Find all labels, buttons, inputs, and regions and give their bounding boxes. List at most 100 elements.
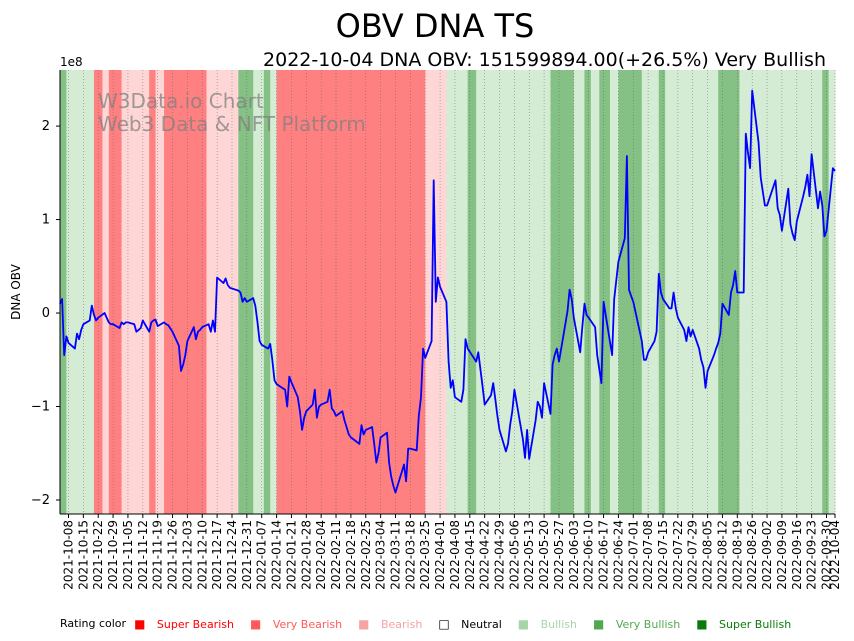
legend-item-very-bearish: ■ Very Bearish — [249, 617, 343, 631]
legend-item-neutral: □ Neutral — [438, 617, 502, 631]
rating-band — [60, 70, 67, 514]
legend-item-bearish: ■ Bearish — [358, 617, 423, 631]
x-tick-label: 2022-05-20 — [537, 520, 551, 590]
x-tick-label: 2022-02-18 — [344, 520, 358, 590]
x-tick-label: 2021-12-24 — [225, 520, 239, 590]
x-tick-label: 2021-12-03 — [180, 520, 194, 590]
rating-band — [476, 70, 551, 514]
rating-band — [270, 70, 278, 514]
y-tick-label: 2 — [42, 119, 50, 134]
x-tick-label: 2022-07-22 — [671, 520, 685, 590]
legend-swatch-icon: □ — [438, 617, 450, 631]
y-multiplier: 1e8 — [60, 55, 83, 69]
x-tick-label: 2022-07-15 — [656, 520, 670, 590]
x-tick-label: 2022-07-29 — [686, 520, 700, 590]
x-tick-label: 2022-09-23 — [805, 520, 819, 590]
y-tick-label: 1 — [42, 213, 50, 228]
x-tick-label: 2022-05-06 — [507, 520, 521, 590]
x-tick-label: 2021-10-29 — [106, 520, 120, 590]
x-tick-label: 2021-10-22 — [91, 520, 105, 590]
watermark-line-2: Web3 Data & NFT Platform — [98, 112, 366, 136]
rating-band — [238, 70, 254, 514]
y-tick-label: −2 — [31, 493, 50, 508]
legend-title: Rating color — [60, 617, 127, 630]
rating-band — [584, 70, 592, 514]
x-tick-label: 2021-12-17 — [210, 520, 224, 590]
legend-swatch-icon: ■ — [358, 617, 370, 631]
rating-band — [121, 70, 150, 514]
x-tick-label: 2021-11-26 — [166, 520, 180, 590]
x-tick-label: 2022-03-11 — [388, 520, 402, 590]
x-tick-label: 2022-03-25 — [418, 520, 432, 590]
x-tick-label: 2021-11-12 — [136, 520, 150, 590]
x-tick-label: 2022-03-18 — [403, 520, 417, 590]
x-tick-label: 2022-01-28 — [299, 520, 313, 590]
x-tick-label: 2022-09-30 — [820, 520, 834, 590]
rating-band — [550, 70, 575, 514]
x-tick-label: 2022-06-17 — [597, 520, 611, 590]
x-tick-label: 2022-03-04 — [374, 520, 388, 590]
rating-band — [573, 70, 585, 514]
rating-band — [66, 70, 95, 514]
x-tick-label: 2022-06-10 — [582, 520, 596, 590]
legend-swatch-icon: ■ — [134, 617, 146, 631]
x-tick-label: 2022-08-05 — [701, 520, 715, 590]
legend-swatch-icon: ■ — [593, 617, 605, 631]
legend-item-bullish: ■ Bullish — [517, 617, 577, 631]
legend-swatch-icon: ■ — [249, 617, 262, 631]
y-tick-label: −1 — [31, 400, 50, 415]
x-tick-label: 2022-08-12 — [715, 520, 729, 590]
x-tick-label: 2022-06-24 — [611, 520, 625, 590]
legend-item-super-bullish: ■ Super Bullish — [696, 617, 792, 631]
rating-band — [718, 70, 740, 514]
x-tick-label: 2022-02-04 — [314, 520, 328, 590]
rating-band — [108, 70, 123, 514]
x-tick-label: 2022-07-08 — [641, 520, 655, 590]
rating-band — [641, 70, 660, 514]
x-tick-label: 2022-04-08 — [448, 520, 462, 590]
x-tick-label: 2022-04-22 — [478, 520, 492, 590]
rating-band — [206, 70, 239, 514]
x-tick-label: 2022-04-29 — [493, 520, 507, 590]
x-tick-label: 2021-12-10 — [195, 520, 209, 590]
rating-band — [253, 70, 265, 514]
rating-band — [590, 70, 600, 514]
x-tick-label: 2022-07-01 — [626, 520, 640, 590]
x-tick-label: 2022-02-11 — [329, 520, 343, 590]
obv-line — [59, 89, 836, 494]
rating-band — [822, 70, 830, 514]
x-tick-label: 2022-06-03 — [567, 520, 581, 590]
rating-band — [658, 70, 666, 514]
rating-band — [446, 70, 469, 514]
y-tick-label: 0 — [42, 306, 50, 321]
x-tick-label: 2022-09-09 — [775, 520, 789, 590]
chart-subtitle: 2022-10-04 DNA OBV: 151599894.00(+26.5%)… — [263, 49, 826, 71]
x-tick-label: 2022-02-25 — [359, 520, 373, 590]
rating-band — [828, 70, 836, 514]
rating-band — [739, 70, 823, 514]
x-tick-label: 2022-05-13 — [522, 520, 536, 590]
rating-legend: Rating color ■ Super Bearish ■ Very Bear… — [60, 617, 807, 631]
x-tick-label: 2022-08-26 — [745, 520, 759, 590]
legend-swatch-icon: ■ — [517, 617, 530, 631]
x-tick-label: 2022-09-02 — [760, 520, 774, 590]
legend-item-super-bearish: ■ Super Bearish — [134, 617, 234, 631]
chart-title: OBV DNA TS — [336, 7, 535, 45]
x-tick-label: 2021-12-31 — [240, 520, 254, 590]
rating-band — [155, 70, 165, 514]
rating-band — [599, 70, 611, 514]
x-tick-label: 2022-01-14 — [270, 520, 284, 590]
rating-band — [263, 70, 271, 514]
rating-band — [467, 70, 477, 514]
x-tick-label: 2022-01-07 — [255, 520, 269, 590]
x-tick-label: 2022-05-27 — [552, 520, 566, 590]
x-tick-label: 2021-11-05 — [121, 520, 135, 590]
rating-band — [149, 70, 157, 514]
x-tick-label: 2022-08-19 — [730, 520, 744, 590]
legend-swatch-icon: ■ — [696, 617, 708, 631]
x-tick-label: 2021-10-08 — [61, 520, 75, 590]
x-tick-label: 2022-01-21 — [284, 520, 298, 590]
x-tick-label: 2022-10-04 — [828, 520, 842, 590]
y-axis-label: DNA OBV — [9, 263, 23, 320]
